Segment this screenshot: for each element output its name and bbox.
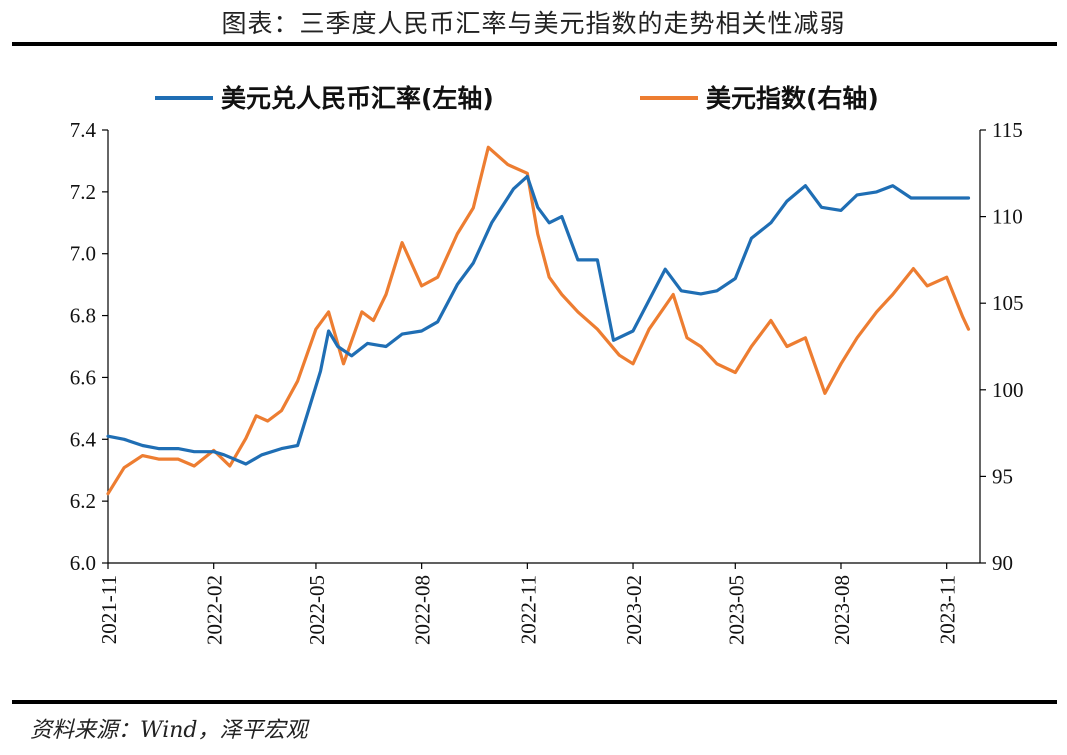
y-left-tick-label: 6.8 (70, 304, 96, 328)
y-left-tick-label: 6.4 (70, 427, 97, 451)
x-tick-label: 2022-11 (516, 575, 540, 644)
y-left-tick-label: 7.0 (70, 242, 96, 266)
legend: 美元兑人民币汇率(左轴) 美元指数(右轴) (155, 84, 879, 113)
x-tick-label: 2023-05 (724, 575, 748, 645)
x-tick-label: 2023-11 (936, 575, 960, 644)
usdcny-series-line (106, 174, 971, 466)
source-note: 资料来源：Wind，泽平宏观 (30, 718, 308, 743)
x-tick-label: 2022-05 (305, 575, 329, 645)
y-left-tick-label: 6.6 (70, 365, 96, 389)
dxy-series-line (106, 145, 971, 496)
y-right-tick-label: 110 (992, 205, 1023, 229)
y-left-tick-label: 6.2 (70, 489, 96, 513)
y-right-tick-label: 95 (992, 464, 1013, 488)
chart-axes: 6.0 6.2 6.4 6.6 6.8 7.0 7.2 7.4 90 95 100 105 110 115… (70, 118, 1024, 645)
top-rule (12, 42, 1057, 46)
x-tick-label: 2022-02 (203, 575, 227, 645)
y-right-tick-label: 105 (992, 291, 1024, 315)
y-left-tick-label: 7.2 (70, 180, 96, 204)
chart-title: 图表：三季度人民币汇率与美元指数的走势相关性减弱 (221, 9, 846, 38)
y-right-tick-label: 100 (992, 378, 1024, 402)
legend-usdcny-label: 美元兑人民币汇率(左轴) (221, 84, 494, 113)
chart-svg: 6.0 6.2 6.4 6.6 6.8 7.0 7.2 7.4 90 95 100 105 110 115… (70, 84, 1024, 645)
x-tick-label: 2023-08 (830, 575, 854, 645)
y-right-tick-label: 90 (992, 551, 1013, 575)
x-tick-label: 2021-11 (97, 575, 121, 644)
y-right-tick-label: 115 (992, 118, 1023, 142)
x-tick-label: 2023-02 (622, 575, 646, 645)
y-left-tick-label: 6.0 (70, 551, 96, 575)
y-left-tick-label: 7.4 (70, 118, 97, 142)
bottom-rule (12, 700, 1057, 704)
x-tick-label: 2022-08 (411, 575, 435, 645)
series-layer (106, 145, 971, 496)
legend-dxy-label: 美元指数(右轴) (706, 84, 879, 113)
